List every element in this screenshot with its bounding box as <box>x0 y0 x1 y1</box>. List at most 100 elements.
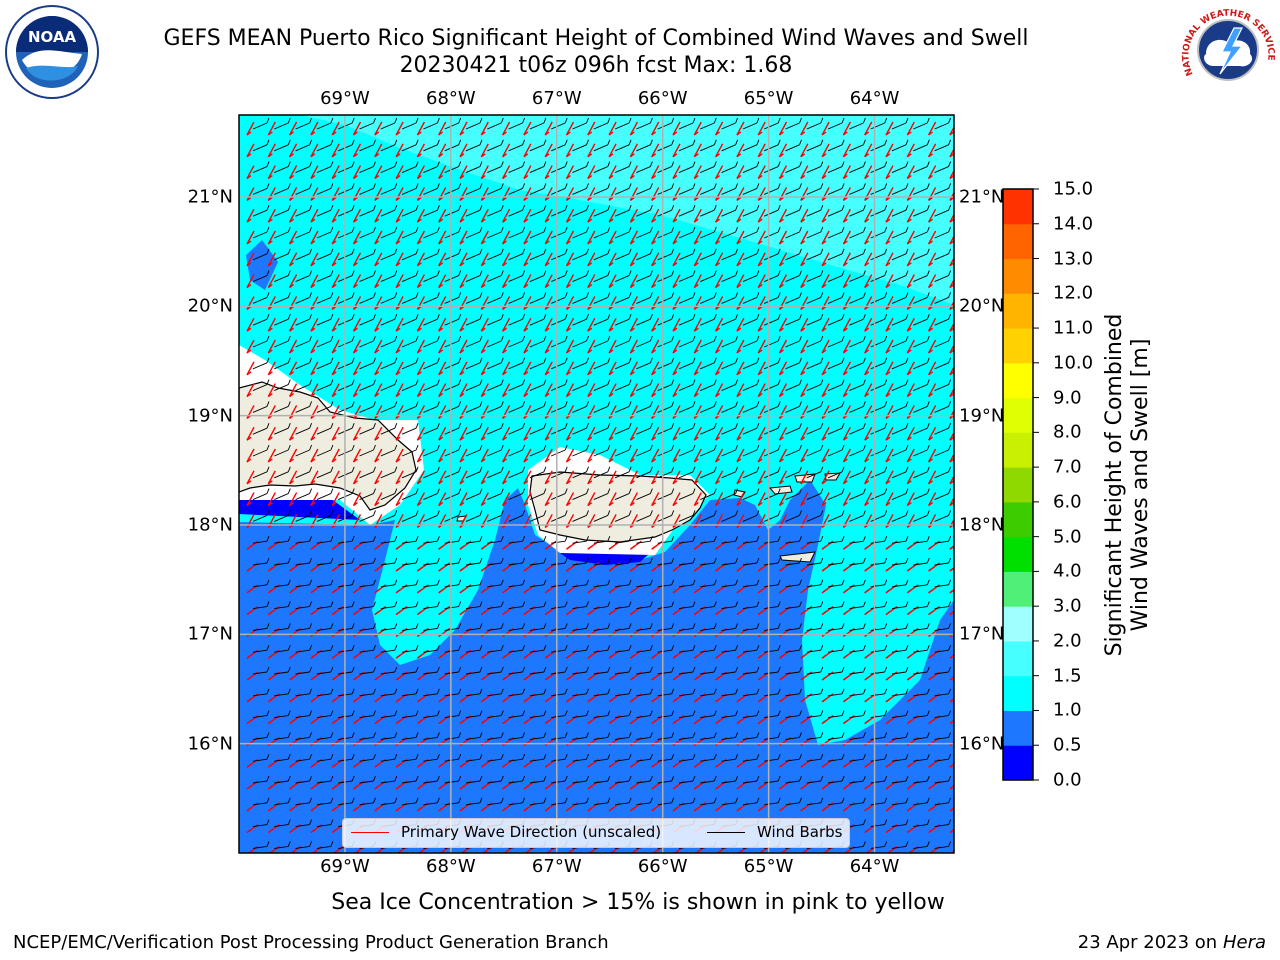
wind-barb <box>359 144 374 152</box>
wave-direction-arrowhead <box>566 654 571 659</box>
wave-direction-arrowhead <box>502 175 508 180</box>
wave-direction-arrow <box>310 317 319 332</box>
wind-barb-flag <box>799 423 802 429</box>
wave-direction-arrow <box>246 208 255 223</box>
wave-direction-arrowhead <box>715 611 721 616</box>
wave-direction-arrowhead <box>289 327 295 332</box>
wind-barb-flag <box>564 248 568 254</box>
wind-barb-flag <box>884 645 888 651</box>
wave-direction-arrow <box>438 492 447 506</box>
wind-barb <box>806 122 821 130</box>
wave-direction-arrowhead <box>416 502 422 507</box>
wind-barb-flag <box>713 488 717 494</box>
wave-direction-arrow <box>480 317 489 332</box>
wave-direction-arrowhead <box>629 480 635 485</box>
wind-barb <box>700 405 715 413</box>
wave-direction-arrowhead <box>544 196 550 201</box>
wave-direction-arrowhead <box>246 589 252 594</box>
wave-direction-arrowhead <box>715 262 721 267</box>
wind-barb <box>572 514 587 522</box>
wave-direction-arrowhead <box>842 698 848 703</box>
wind-barb <box>913 471 928 479</box>
wind-barb-flag <box>884 754 888 760</box>
wind-barb <box>764 514 779 522</box>
wind-barb <box>764 627 779 631</box>
wind-barb <box>806 649 821 653</box>
wave-direction-arrowhead <box>651 807 657 812</box>
wind-barb <box>508 275 523 283</box>
lon-tick-bottom: 67°W <box>531 856 582 877</box>
wave-direction-arrowhead <box>800 676 806 681</box>
wind-barb-flag <box>522 579 526 585</box>
wind-barb <box>423 693 438 697</box>
wind-barb <box>316 166 332 174</box>
wind-barb-flag <box>926 183 930 189</box>
wind-barb <box>721 606 736 610</box>
wave-direction-arrowhead <box>608 436 614 441</box>
wave-direction-arrowhead <box>438 196 444 201</box>
wave-direction-arrowhead <box>566 240 571 245</box>
wind-barb <box>764 540 779 544</box>
chart-title: GEFS MEAN Puerto Rico Significant Height… <box>163 26 1029 51</box>
wind-barb <box>828 562 843 566</box>
wave-direction-arrow <box>864 274 873 288</box>
wave-direction-arrow <box>374 143 383 158</box>
wind-barb <box>614 514 630 522</box>
wind-barb-flag <box>628 666 632 673</box>
wind-barb-flag <box>926 335 930 342</box>
wind-barb-flag <box>841 645 845 651</box>
wind-barb <box>764 649 779 653</box>
wind-barb-flag <box>266 536 270 542</box>
wave-direction-arrowhead <box>608 676 614 681</box>
wind-barb-flag <box>330 797 334 803</box>
wave-direction-arrow <box>778 470 788 485</box>
wind-barb-flag <box>884 775 888 782</box>
wind-barb <box>913 362 928 370</box>
wave-direction-arrowhead <box>672 676 678 681</box>
wind-barb-flag <box>586 270 589 276</box>
wind-barb <box>402 736 417 740</box>
wind-barb-flag <box>884 732 888 738</box>
wind-barb <box>934 318 949 326</box>
wind-barb <box>401 514 417 522</box>
wave-direction-arrow <box>374 296 383 310</box>
wave-direction-arrowhead <box>736 654 742 659</box>
wave-direction-arrowhead <box>395 567 401 572</box>
wind-barb <box>956 846 970 848</box>
wave-direction-arrowhead <box>480 393 486 398</box>
wind-barb <box>465 384 481 392</box>
wave-direction-arrowhead <box>416 720 422 725</box>
wind-barb-flag <box>820 335 824 342</box>
wind-barb <box>593 296 608 304</box>
wind-barb-flag <box>841 205 845 211</box>
wave-direction-arrowhead <box>736 371 742 376</box>
wave-direction-arrowhead <box>715 545 721 550</box>
wind-barb-flag <box>394 314 398 320</box>
wave-direction-arrowhead <box>779 153 784 158</box>
wind-barb <box>444 144 459 152</box>
wind-barb <box>764 449 779 457</box>
wind-barb-flag <box>692 510 696 516</box>
wind-barb-flag <box>394 775 398 782</box>
wave-direction-arrow <box>608 426 617 441</box>
wave-direction-arrowhead <box>502 480 508 485</box>
wind-barb <box>614 340 630 348</box>
wind-barb-flag <box>309 161 313 167</box>
wind-barb-flag <box>777 139 781 145</box>
wave-direction-arrowhead <box>672 611 678 616</box>
wave-direction-arrow <box>331 470 340 485</box>
wave-direction-arrowhead <box>374 545 380 550</box>
wave-direction-arrowhead <box>459 175 465 180</box>
wind-barb-flag <box>394 466 398 472</box>
wind-barb <box>274 318 289 326</box>
wind-barb-flag <box>458 444 462 451</box>
wind-barb <box>678 627 694 631</box>
wind-barb-flag <box>330 488 334 494</box>
wind-barb <box>614 493 630 501</box>
wind-barb-flag <box>777 183 781 189</box>
wind-barb-flag <box>479 754 483 760</box>
wind-barb <box>849 362 864 370</box>
wind-barb <box>551 584 566 588</box>
wind-barb-flag <box>586 226 589 233</box>
wave-direction-arrow <box>246 274 255 288</box>
